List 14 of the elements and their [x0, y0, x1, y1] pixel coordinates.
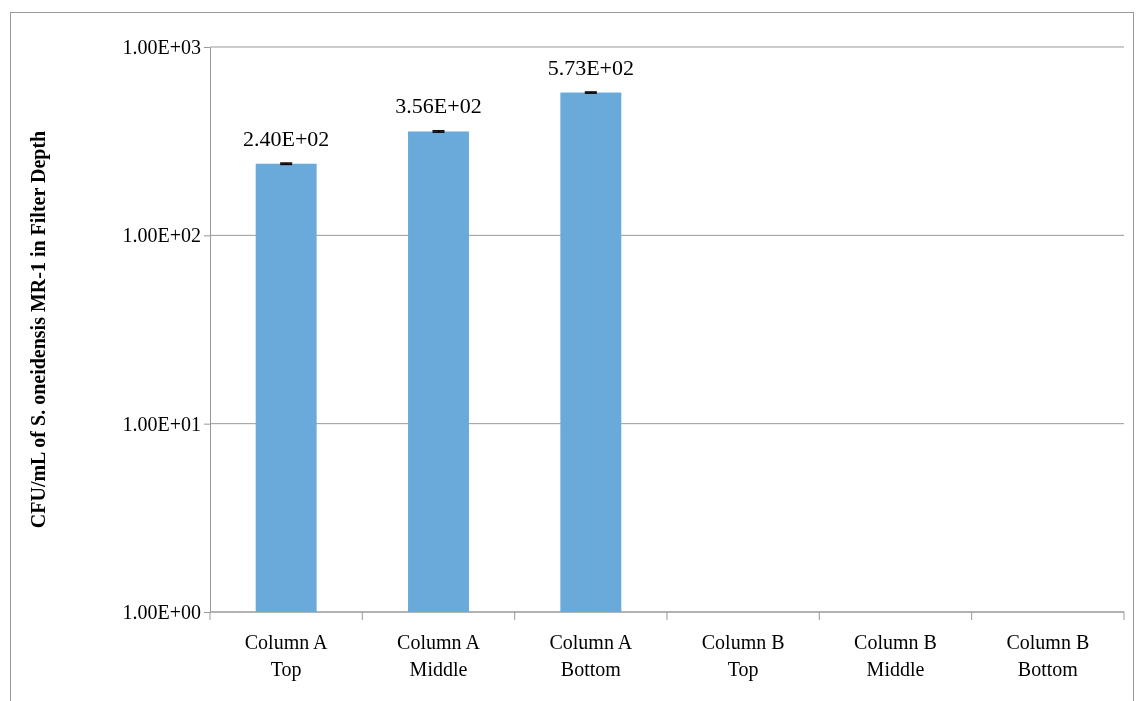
- x-tick-label: Column B Bottom: [1006, 631, 1090, 680]
- y-tick-label: 1.00E+00: [122, 600, 201, 623]
- data-label: 5.73E+02: [547, 54, 635, 80]
- x-tick-label: Column B Middle: [854, 631, 937, 680]
- y-axis-title: CFU/mL of S. oneidensis MR-1 in Filter Depth: [27, 130, 50, 529]
- y-tick-label: 1.00E+02: [122, 224, 201, 247]
- x-tick-label: Column A Bottom: [549, 631, 633, 680]
- data-label: 2.40E+02: [242, 125, 330, 151]
- y-tick-label: 1.00E+01: [122, 412, 201, 435]
- data-label: 3.56E+02: [395, 93, 482, 119]
- x-tick-label: Column B Top: [701, 631, 785, 681]
- x-tick-label: Column A Top: [244, 631, 329, 681]
- y-tick-label: 1.00E+03: [122, 35, 201, 58]
- x-tick-label: Column A Middle: [397, 631, 481, 680]
